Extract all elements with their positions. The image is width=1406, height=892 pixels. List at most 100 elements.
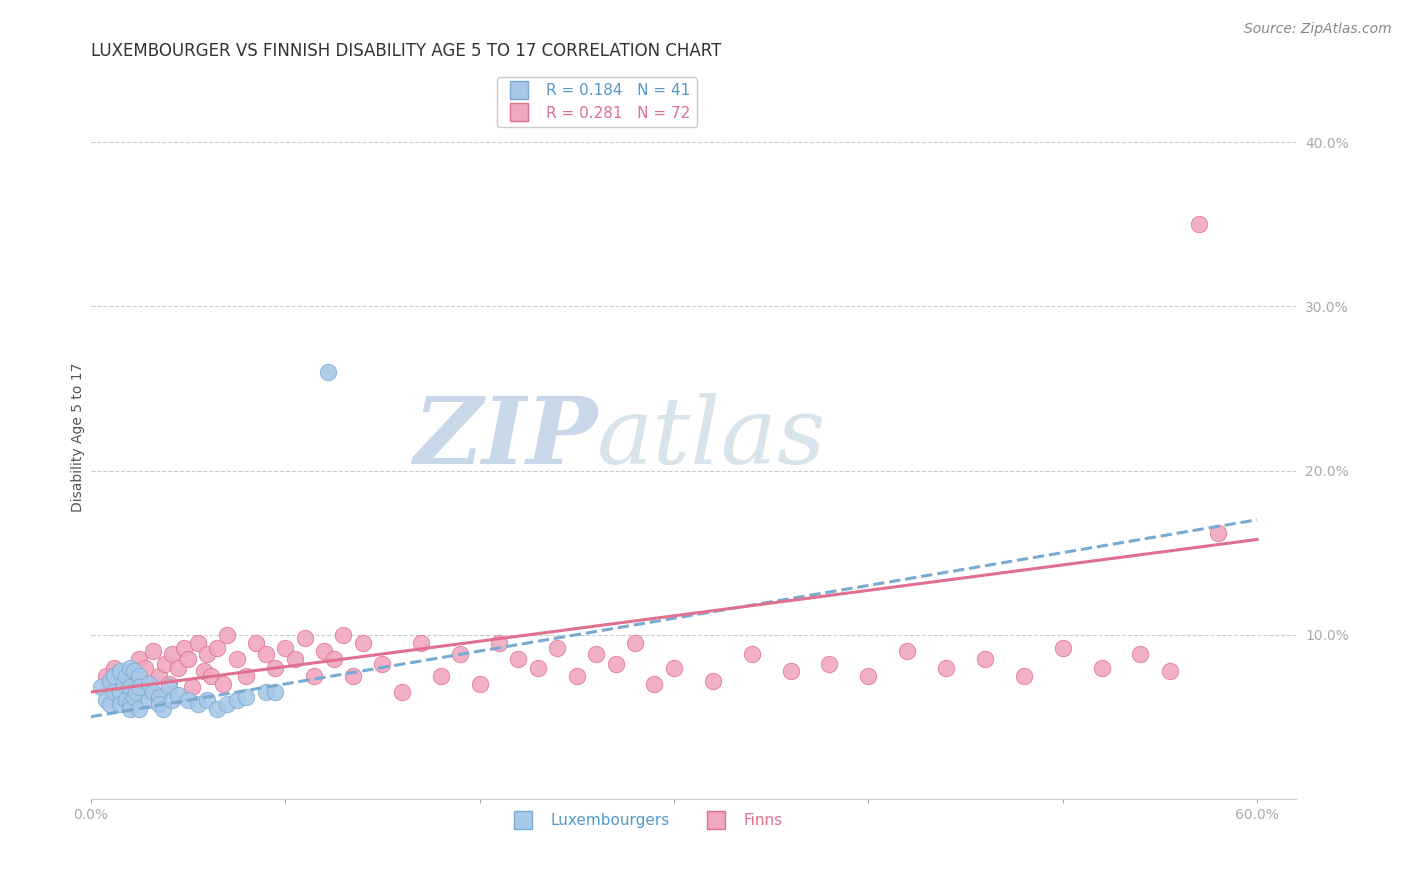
Point bbox=[429, 669, 451, 683]
Point bbox=[180, 680, 202, 694]
Point bbox=[177, 652, 200, 666]
Point bbox=[779, 664, 801, 678]
Point bbox=[128, 673, 150, 688]
Point bbox=[118, 680, 141, 694]
Point bbox=[605, 657, 627, 672]
Point bbox=[411, 636, 433, 650]
Point bbox=[124, 685, 146, 699]
Y-axis label: Disability Age 5 to 17: Disability Age 5 to 17 bbox=[72, 363, 86, 512]
Point bbox=[114, 673, 136, 688]
Text: ZIP: ZIP bbox=[413, 392, 598, 483]
Point bbox=[89, 680, 111, 694]
Point bbox=[118, 697, 141, 711]
Point bbox=[225, 652, 247, 666]
Point bbox=[173, 640, 195, 655]
Point bbox=[122, 690, 145, 704]
Point bbox=[138, 677, 160, 691]
Point bbox=[148, 690, 170, 704]
Point bbox=[1090, 660, 1112, 674]
Point bbox=[274, 640, 297, 655]
Point bbox=[254, 685, 277, 699]
Point bbox=[162, 693, 184, 707]
Point bbox=[103, 660, 125, 674]
Point bbox=[187, 697, 209, 711]
Point bbox=[371, 657, 394, 672]
Point bbox=[122, 680, 145, 694]
Text: Source: ZipAtlas.com: Source: ZipAtlas.com bbox=[1244, 22, 1392, 37]
Point bbox=[142, 644, 165, 658]
Point bbox=[118, 660, 141, 674]
Point bbox=[235, 669, 257, 683]
Point bbox=[527, 660, 550, 674]
Point bbox=[98, 673, 121, 688]
Point bbox=[508, 652, 530, 666]
Point bbox=[1188, 217, 1211, 231]
Point bbox=[215, 628, 238, 642]
Point bbox=[167, 689, 190, 703]
Point bbox=[177, 693, 200, 707]
Point bbox=[148, 669, 170, 683]
Point bbox=[546, 640, 568, 655]
Point bbox=[153, 657, 176, 672]
Point bbox=[304, 669, 326, 683]
Point bbox=[114, 693, 136, 707]
Point bbox=[138, 680, 160, 694]
Point bbox=[167, 660, 190, 674]
Point bbox=[935, 660, 957, 674]
Point bbox=[205, 701, 228, 715]
Point bbox=[662, 660, 685, 674]
Point bbox=[1206, 525, 1229, 540]
Point bbox=[128, 680, 150, 694]
Point bbox=[197, 648, 219, 662]
Point bbox=[225, 693, 247, 707]
Point bbox=[108, 685, 131, 699]
Point bbox=[128, 652, 150, 666]
Point bbox=[342, 669, 364, 683]
Legend: Luxembourgers, Finns: Luxembourgers, Finns bbox=[502, 807, 789, 835]
Point bbox=[488, 636, 510, 650]
Point bbox=[974, 652, 997, 666]
Point bbox=[114, 669, 136, 683]
Point bbox=[118, 701, 141, 715]
Point bbox=[162, 648, 184, 662]
Point bbox=[108, 664, 131, 678]
Point bbox=[157, 677, 180, 691]
Point bbox=[468, 677, 491, 691]
Point bbox=[187, 636, 209, 650]
Point bbox=[193, 664, 215, 678]
Point bbox=[138, 693, 160, 707]
Point bbox=[264, 685, 287, 699]
Text: LUXEMBOURGER VS FINNISH DISABILITY AGE 5 TO 17 CORRELATION CHART: LUXEMBOURGER VS FINNISH DISABILITY AGE 5… bbox=[91, 42, 721, 60]
Point bbox=[1012, 669, 1035, 683]
Point bbox=[128, 701, 150, 715]
Point bbox=[152, 701, 174, 715]
Point bbox=[134, 660, 156, 674]
Point bbox=[264, 660, 287, 674]
Point bbox=[585, 648, 607, 662]
Point bbox=[391, 685, 413, 699]
Point bbox=[284, 652, 307, 666]
Point bbox=[312, 644, 335, 658]
Point bbox=[449, 648, 471, 662]
Point bbox=[235, 690, 257, 704]
Point bbox=[197, 693, 219, 707]
Point bbox=[215, 697, 238, 711]
Point bbox=[142, 685, 165, 699]
Point bbox=[212, 677, 235, 691]
Point bbox=[322, 652, 344, 666]
Point bbox=[1052, 640, 1074, 655]
Point bbox=[118, 664, 141, 678]
Point bbox=[1129, 648, 1152, 662]
Point bbox=[896, 644, 918, 658]
Point bbox=[702, 673, 724, 688]
Point bbox=[1159, 664, 1181, 678]
Point bbox=[108, 685, 131, 699]
Point bbox=[128, 669, 150, 683]
Point bbox=[332, 628, 354, 642]
Point bbox=[112, 677, 135, 691]
Point bbox=[200, 669, 222, 683]
Text: atlas: atlas bbox=[598, 392, 827, 483]
Point bbox=[741, 648, 763, 662]
Point bbox=[316, 365, 339, 379]
Point bbox=[565, 669, 588, 683]
